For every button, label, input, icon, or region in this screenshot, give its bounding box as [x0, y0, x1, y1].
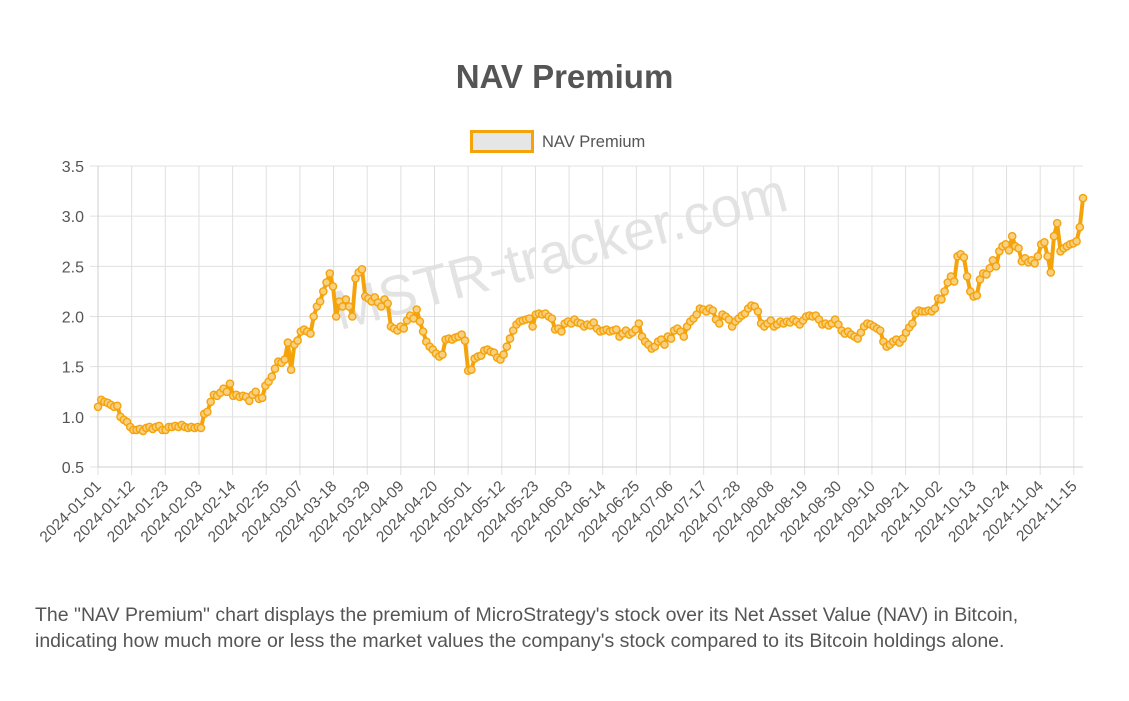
data-point[interactable] — [875, 326, 885, 335]
data-point[interactable] — [322, 278, 331, 287]
y-tick-label: 3.5 — [62, 159, 84, 176]
data-point[interactable] — [293, 336, 302, 345]
data-point[interactable] — [1014, 243, 1023, 253]
data-point[interactable] — [1046, 268, 1056, 277]
legend-swatch[interactable] — [470, 130, 534, 153]
data-point[interactable] — [962, 272, 972, 281]
data-point[interactable] — [949, 277, 959, 286]
data-point[interactable] — [438, 350, 447, 359]
data-point[interactable] — [937, 295, 946, 304]
data-point[interactable] — [467, 365, 476, 375]
data-point[interactable] — [344, 302, 354, 311]
y-tick-label: 2.0 — [62, 310, 84, 327]
y-tick-label: 1.5 — [62, 360, 84, 377]
data-point[interactable] — [634, 319, 644, 328]
data-point[interactable] — [1043, 251, 1052, 261]
data-point[interactable] — [251, 387, 260, 397]
data-point[interactable] — [666, 334, 676, 343]
y-tick-label: 0.5 — [62, 460, 84, 477]
data-point[interactable] — [222, 387, 232, 397]
data-point[interactable] — [93, 402, 103, 412]
legend-label[interactable]: NAV Premium — [542, 133, 645, 151]
data-point[interactable] — [257, 393, 267, 403]
data-point[interactable] — [315, 297, 325, 306]
data-point[interactable] — [557, 327, 566, 336]
data-point[interactable] — [1075, 222, 1085, 232]
data-point[interactable] — [206, 397, 215, 407]
data-point[interactable] — [331, 312, 341, 321]
data-point[interactable] — [525, 314, 534, 323]
data-point[interactable] — [908, 319, 917, 328]
data-point[interactable] — [286, 365, 296, 375]
data-point[interactable] — [328, 282, 338, 291]
data-point[interactable] — [499, 350, 508, 359]
chart-description: The "NAV Premium" chart displays the pre… — [35, 604, 1019, 652]
data-point[interactable] — [1040, 237, 1049, 247]
data-point[interactable] — [660, 340, 669, 349]
data-point[interactable] — [1007, 231, 1017, 241]
data-point[interactable] — [203, 407, 212, 417]
data-point[interactable] — [1004, 245, 1014, 255]
data-point[interactable] — [325, 269, 335, 278]
data-point[interactable] — [528, 322, 537, 331]
data-point[interactable] — [418, 327, 428, 336]
data-point[interactable] — [715, 319, 724, 328]
data-point[interactable] — [318, 287, 328, 296]
data-point[interactable] — [306, 329, 315, 338]
data-point[interactable] — [196, 423, 206, 433]
data-point[interactable] — [1030, 258, 1039, 268]
data-point[interactable] — [1078, 193, 1088, 203]
data-point[interactable] — [113, 401, 122, 411]
y-tick-label: 2.5 — [62, 259, 84, 276]
data-point[interactable] — [679, 332, 689, 341]
data-point[interactable] — [267, 372, 277, 382]
data-point[interactable] — [505, 334, 515, 343]
data-point[interactable] — [357, 264, 367, 274]
data-point[interactable] — [347, 312, 357, 321]
data-point[interactable] — [412, 305, 422, 314]
chart-title: NAV Premium — [455, 58, 674, 95]
data-point[interactable] — [309, 312, 319, 321]
nav-premium-chart: MSTR-tracker.com 0.51.01.52.02.53.03.520… — [37, 130, 1088, 546]
data-point[interactable] — [502, 342, 512, 351]
data-point[interactable] — [1052, 218, 1062, 228]
data-point[interactable] — [460, 336, 470, 345]
data-point[interactable] — [1049, 231, 1059, 241]
data-point[interactable] — [280, 355, 290, 364]
data-point[interactable] — [383, 299, 393, 308]
data-point[interactable] — [547, 314, 557, 323]
data-point[interactable] — [940, 287, 949, 296]
data-point[interactable] — [1072, 236, 1081, 246]
data-point[interactable] — [753, 307, 763, 316]
data-point[interactable] — [959, 252, 969, 262]
data-point[interactable] — [612, 325, 621, 334]
data-point[interactable] — [972, 291, 982, 300]
data-point[interactable] — [708, 306, 718, 315]
data-point[interactable] — [415, 317, 425, 326]
y-tick-label: 3.0 — [62, 209, 84, 226]
data-point[interactable] — [991, 261, 1001, 271]
data-point[interactable] — [270, 364, 280, 374]
data-point[interactable] — [341, 295, 351, 304]
y-tick-label: 1.0 — [62, 410, 84, 427]
data-point[interactable] — [930, 304, 940, 313]
data-point[interactable] — [1033, 251, 1043, 261]
data-point[interactable] — [399, 324, 409, 333]
data-point[interactable] — [225, 379, 235, 389]
